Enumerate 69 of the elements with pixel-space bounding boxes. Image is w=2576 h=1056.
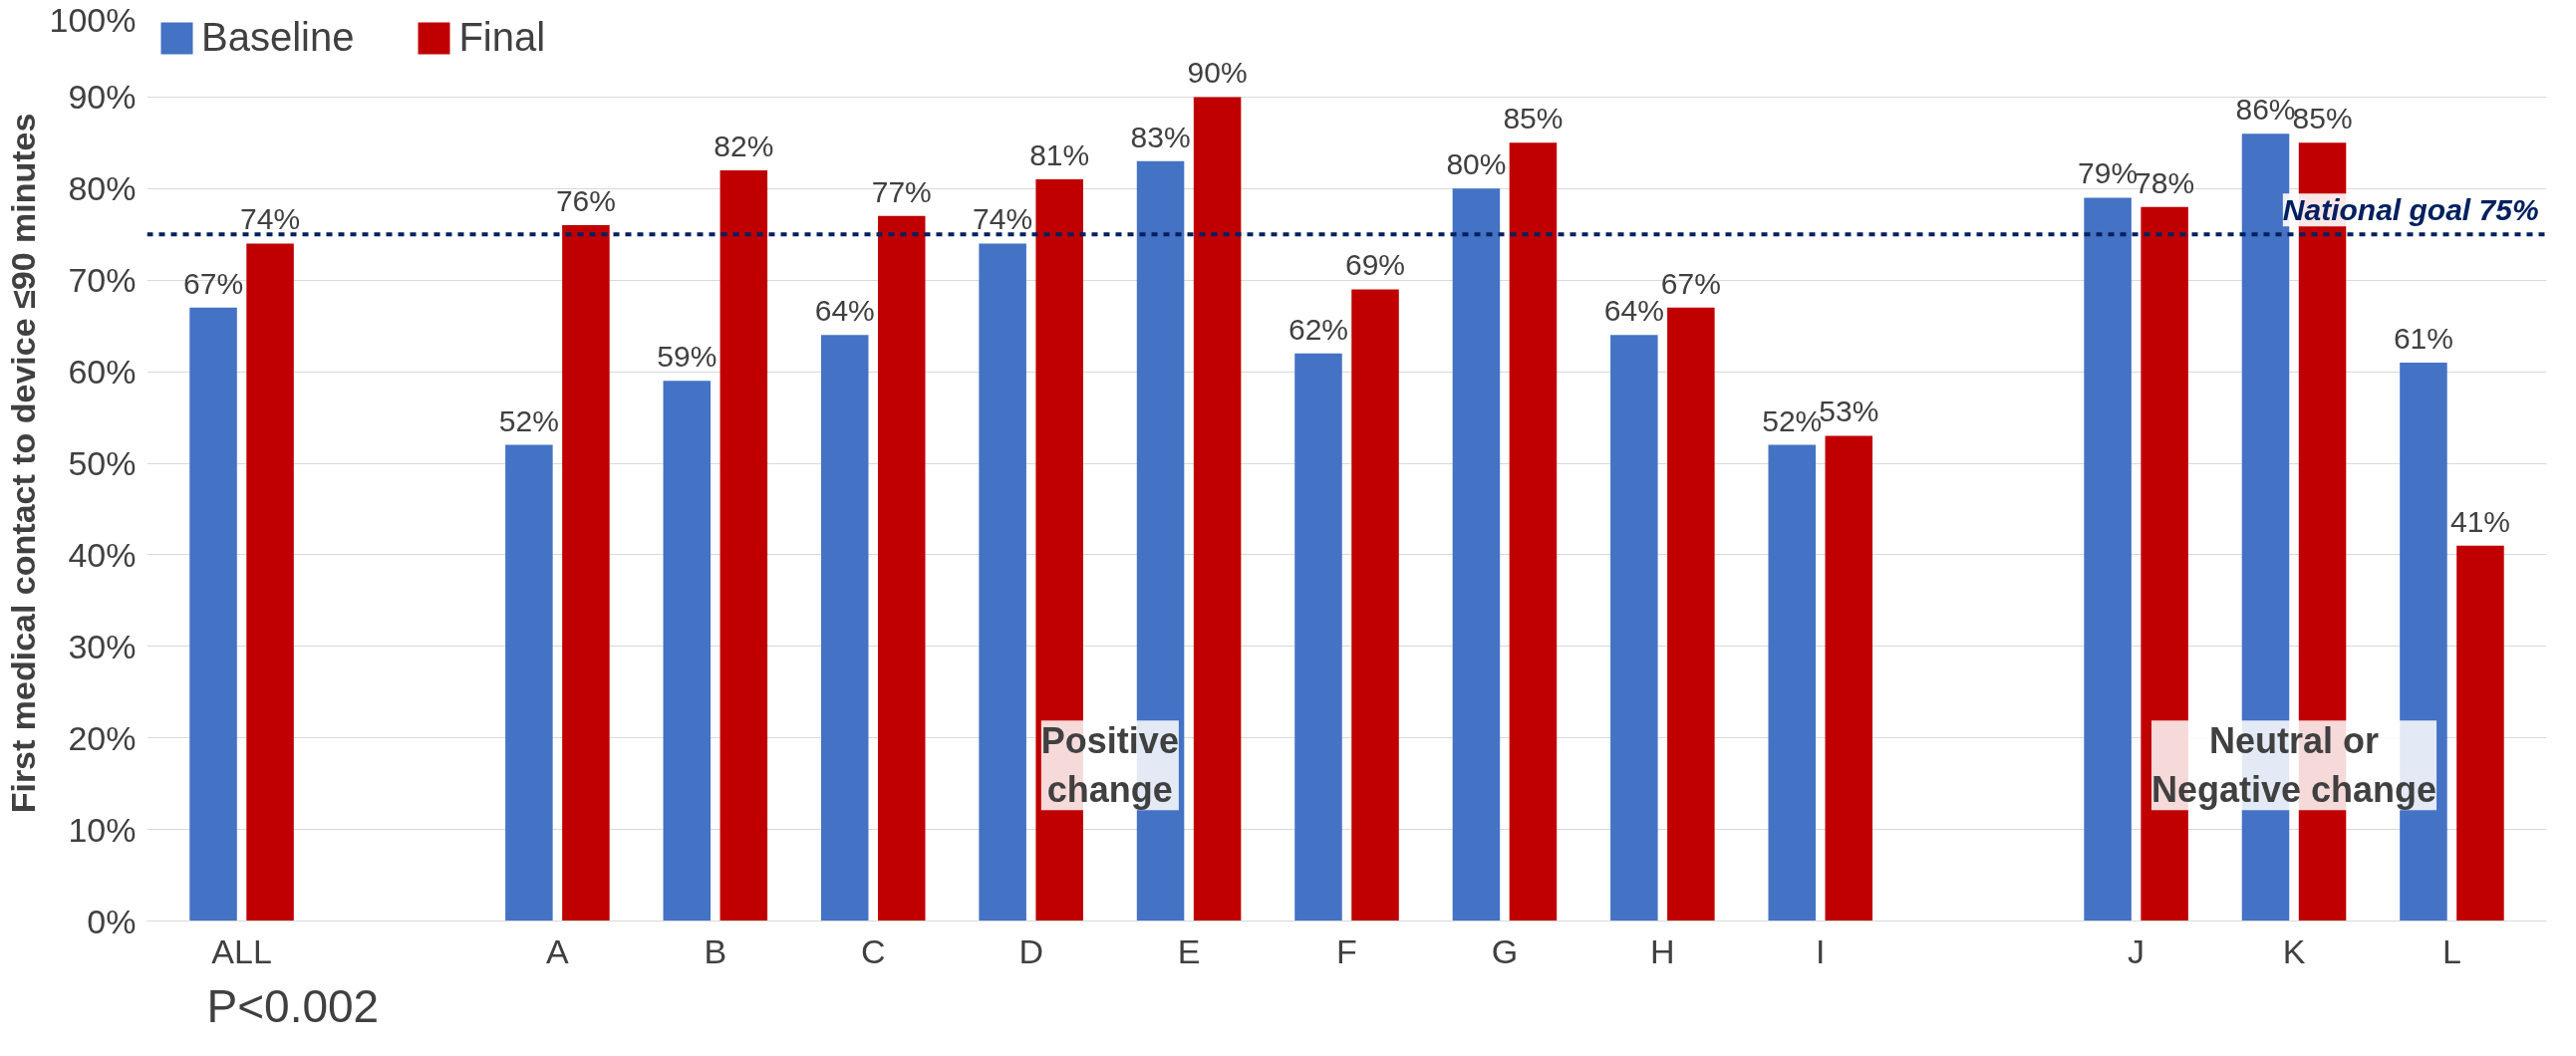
bar [1509,142,1558,922]
data-label: 74% [973,202,1033,236]
data-label: 77% [871,174,932,208]
y-tick-label: 30% [68,627,137,665]
bar [1294,353,1342,922]
y-tick-label: 40% [68,535,137,574]
y-axis-title: First medical contact to device ≤90 minutes [3,113,42,814]
x-tick-label: K [2282,931,2306,970]
data-label: 61% [2393,321,2453,355]
bar [562,225,610,922]
bar [1193,97,1242,922]
y-tick-label: 10% [68,810,137,849]
data-label: 82% [714,129,774,162]
x-tick-label: C [860,931,886,970]
ref-line-label: National goal 75% [2282,193,2539,227]
bar [719,169,768,922]
bar [1825,435,1873,922]
bar [663,381,712,922]
x-tick-label: G [1491,931,1519,970]
legend-label: Baseline [201,15,355,60]
bar [1667,307,1715,922]
bar [246,243,294,922]
x-tick-label: D [1018,931,1043,970]
data-label: 52% [498,403,559,437]
bar [820,335,869,922]
x-tick-label: A [546,931,570,970]
data-label: 41% [2449,504,2510,538]
x-tick-label: H [1650,931,1675,970]
text: P<0.002 [206,979,380,1032]
y-tick-label: 80% [68,169,137,208]
bar [1610,335,1658,922]
x-tick-label: I [1816,931,1826,970]
bar [1452,188,1501,922]
bar [189,307,237,922]
data-label: 59% [657,340,717,374]
bar [2456,545,2504,922]
x-tick-label: E [1177,931,1201,970]
data-label: 83% [1130,120,1191,153]
annotation: Neutral or Negative change [2150,720,2437,811]
x-tick-label: J [2128,931,2146,970]
bar [1768,444,1817,922]
data-label: 90% [1187,56,1248,90]
x-tick-label: ALL [211,931,272,970]
data-label: 80% [1446,147,1507,181]
data-label: 64% [814,294,875,328]
y-tick-label: 50% [68,444,137,482]
y-tick-label: 20% [68,718,137,757]
y-tick-label: 70% [68,261,137,300]
x-tick-label: L [2441,931,2461,970]
data-label: 85% [1503,102,1564,135]
bar [1351,289,1399,922]
data-label: 67% [183,266,244,300]
data-label: 69% [1344,248,1406,282]
data-label: 76% [555,184,616,218]
data-label: 62% [1288,312,1349,346]
x-tick-label: F [1336,931,1357,970]
data-label: 81% [1029,138,1090,172]
y-tick-label: 90% [68,78,137,117]
x-tick-label: B [704,931,727,970]
bar [505,444,553,922]
data-label: 74% [240,202,301,236]
bar [979,243,1026,922]
y-tick-label: 60% [68,353,137,392]
y-tick-label: 0% [87,902,137,940]
bar [2084,197,2132,922]
y-tick-label: 100% [49,0,137,39]
bar [877,215,926,922]
annotation: Positive change [1040,720,1179,811]
legend-label: Final [458,15,546,60]
